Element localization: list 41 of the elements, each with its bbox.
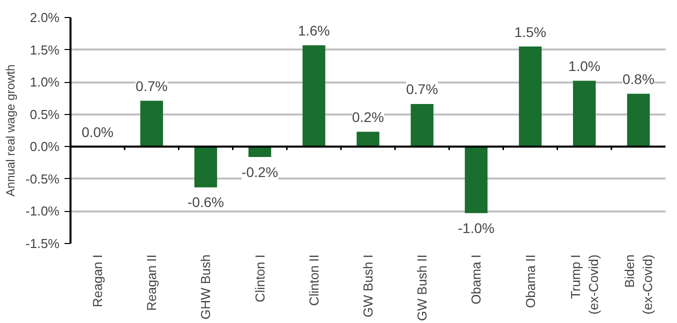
y-tick-label: 0.0%: [30, 139, 60, 154]
bar: [410, 104, 434, 147]
bar: [627, 94, 650, 147]
bar: [140, 100, 163, 147]
x-tick-label: GW Bush I: [360, 254, 376, 318]
bar: [356, 132, 380, 147]
y-tick-label: 1.5%: [30, 42, 60, 58]
x-tick-label: GW Bush II: [414, 254, 430, 321]
bar: [302, 45, 326, 147]
data-label: -1.0%: [458, 220, 494, 236]
data-label: -0.6%: [187, 194, 224, 210]
data-label: 0.0%: [82, 124, 114, 140]
data-label: 1.6%: [298, 22, 330, 38]
y-axis-title: Annual real wage growth: [4, 64, 18, 197]
x-tick-label: Obama I: [468, 254, 484, 304]
data-label: 1.5%: [514, 24, 546, 40]
y-tick-label: 0.5%: [30, 106, 60, 122]
bar: [573, 80, 596, 147]
x-tick-label: Reagan I: [90, 254, 106, 308]
x-tick-label: Biden (ex-Covid): [622, 254, 655, 314]
x-tick-label: Obama II: [522, 254, 538, 308]
bar: [518, 46, 542, 147]
bar: [464, 146, 488, 214]
x-tick-label: Clinton I: [252, 254, 268, 302]
y-tick-label: -1.0%: [26, 204, 60, 219]
y-tick-label: 2.0%: [30, 10, 60, 25]
data-label: -0.2%: [242, 164, 278, 180]
bar: [248, 146, 272, 157]
y-tick-label: -1.5%: [26, 236, 60, 251]
data-label: 0.7%: [406, 81, 438, 98]
data-label: 1.0%: [568, 58, 600, 74]
y-tick-label: -0.5%: [26, 171, 60, 186]
data-label: 0.7%: [136, 78, 168, 94]
bar: [194, 146, 218, 188]
x-tick-label: Clinton II: [306, 254, 322, 306]
x-tick-label: Reagan II: [144, 254, 160, 311]
data-label: 0.2%: [352, 109, 384, 126]
y-tick-label: 1.0%: [30, 74, 60, 90]
x-tick-label: Trump I (ex-Covid): [568, 254, 601, 314]
data-label: 0.8%: [622, 70, 654, 87]
x-tick-label: GHW Bush: [198, 254, 214, 320]
